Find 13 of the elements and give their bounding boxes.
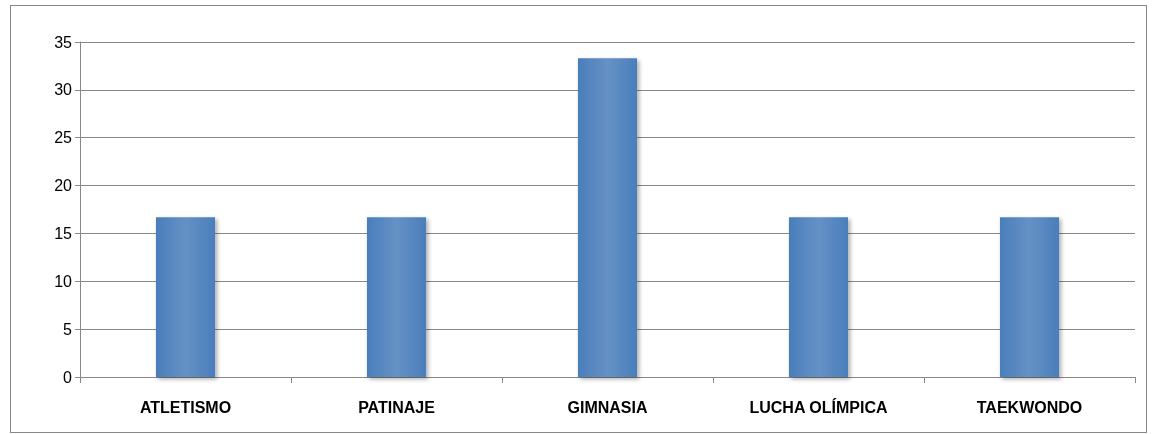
y-tick-label: 20 [54, 177, 73, 195]
y-tick-label: 10 [54, 272, 73, 290]
x-tick-label: TAEKWONDO [976, 398, 1083, 416]
y-tick-label: 30 [54, 81, 73, 99]
x-tick-label: PATINAJE [358, 398, 436, 416]
y-tick-label: 35 [54, 33, 73, 51]
y-tick-label: 5 [63, 320, 73, 338]
x-tick-label: GIMNASIA [567, 398, 648, 416]
x-tick-label: ATLETISMO [139, 398, 232, 416]
y-tick-label: 0 [63, 368, 73, 386]
y-tick-label: 25 [54, 129, 73, 147]
y-tick-label: 15 [54, 224, 73, 242]
x-tick-label: LUCHA OLÍMPICA [749, 397, 888, 416]
